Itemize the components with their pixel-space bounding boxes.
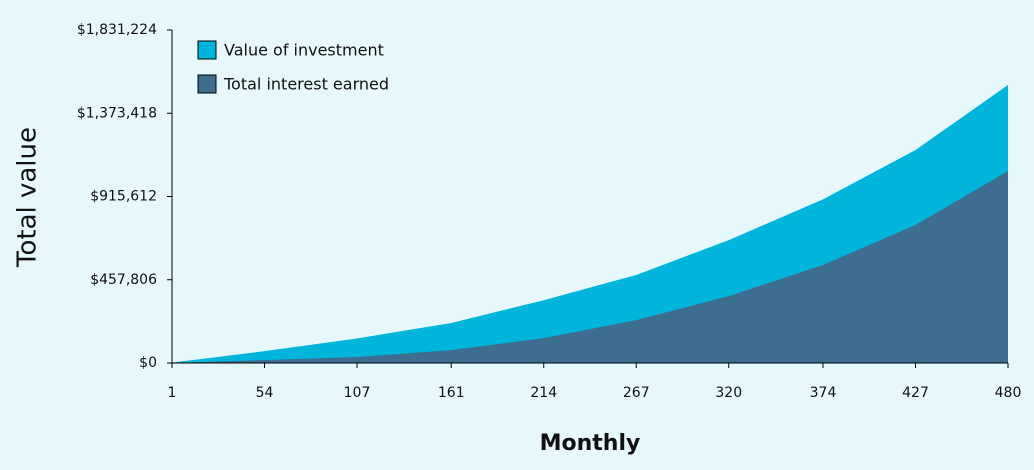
y-tick-label: $0 — [139, 355, 157, 371]
x-tick-label: 161 — [438, 385, 465, 401]
y-tick-label: $1,831,224 — [77, 22, 157, 38]
y-tick-label: $1,373,418 — [77, 105, 157, 121]
legend-swatch — [197, 40, 217, 60]
x-tick-label: 427 — [902, 385, 929, 401]
legend-label: Total interest earned — [223, 75, 389, 94]
x-tick-label: 214 — [530, 385, 557, 401]
area — [172, 170, 1008, 363]
x-tick-label: 267 — [623, 385, 650, 401]
x-tick-label: 1 — [168, 385, 177, 401]
x-tick-label: 320 — [715, 385, 742, 401]
legend-label: Value of investment — [224, 41, 384, 60]
x-tick-label: 480 — [995, 385, 1022, 401]
y-axis-title: Total value — [13, 127, 43, 268]
y-tick-label: $457,806 — [90, 272, 157, 288]
x-axis-title: Monthly — [540, 431, 641, 456]
x-tick-label: 107 — [344, 385, 371, 401]
legend-swatch — [197, 74, 217, 94]
x-tick-label: 54 — [256, 385, 274, 401]
x-tick-label: 374 — [810, 385, 837, 401]
y-tick-label: $915,612 — [90, 189, 157, 205]
